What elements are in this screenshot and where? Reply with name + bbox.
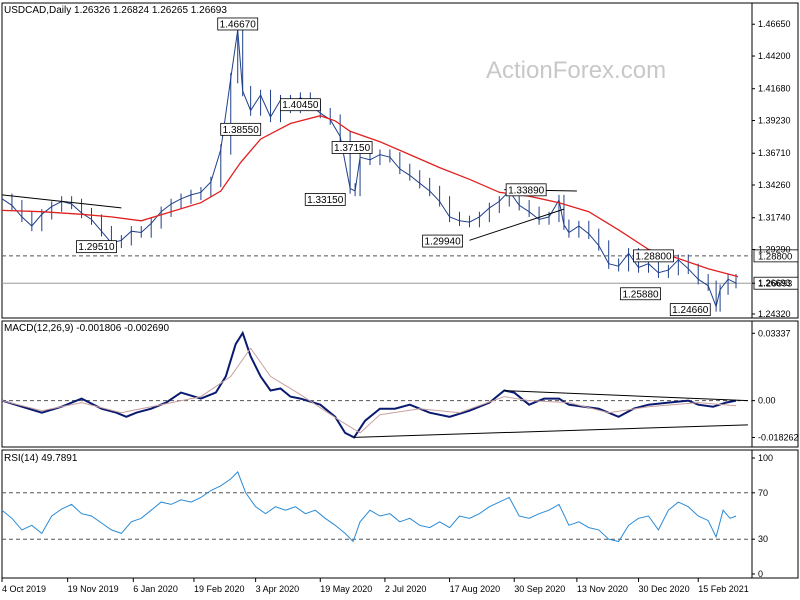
x-axis: 4 Oct 2019 19 Nov 2019 6 Jan 2020 19 Feb 20…: [1, 578, 749, 594]
price-ytick-label: 1.36710: [758, 148, 791, 158]
price-level-box: [331, 141, 373, 154]
price-axis-marker-label: 1.26693: [758, 279, 792, 290]
panel-frames: [1, 2, 799, 579]
rsi-panel: RSI(14) 49.7891 100 70 30 0: [1, 453, 773, 579]
panel-frame-rsi: [1, 449, 799, 579]
panel-frame-macd: [1, 320, 799, 448]
macd-ytick-label: 0.03337: [758, 328, 791, 338]
x-tick-label: 30 Dec 2020: [639, 584, 690, 594]
price-ytick-label: 1.41680: [758, 84, 791, 94]
x-tick-label: 6 Jan 2020: [133, 584, 178, 594]
price-level-label: 1.37150: [334, 143, 371, 154]
macd-trend-line: [504, 390, 748, 402]
price-axis-marker-label: 1.28800: [758, 251, 792, 262]
x-tick-label: 19 May 2020: [320, 584, 372, 594]
price-trend-line: [1, 194, 122, 209]
price-level-label: 1.33890: [508, 185, 545, 196]
rsi-ytick-label: 30: [758, 534, 768, 544]
price-title: USDCAD,Daily 1.26326 1.26824 1.26265 1.2…: [4, 5, 227, 16]
price-ytick-label: 1.46650: [758, 19, 791, 29]
rsi-ytick-label: 70: [758, 488, 768, 498]
price-level-box: [620, 287, 661, 301]
macd-trend-line: [354, 424, 748, 438]
price-level-label: 1.38550: [223, 125, 260, 136]
macd-title: MACD(12,26,9) -0.001806 -0.002690: [4, 323, 170, 334]
price-level-box: [217, 17, 259, 31]
price-level-label: 1.28800: [635, 251, 672, 262]
panel-frame-price: [1, 2, 799, 319]
x-tick-label: 4 Oct 2019: [2, 584, 46, 594]
price-level-box: [422, 234, 464, 248]
macd-macd-line: [1, 330, 737, 439]
x-tick-label: 3 Apr 2020: [256, 584, 300, 594]
rsi-title: RSI(14) 49.7891: [4, 453, 78, 464]
price-level-box: [669, 303, 711, 316]
price-level-box: [304, 193, 346, 206]
price-ma-line: [1, 115, 739, 278]
price-level-label: 1.29940: [425, 237, 462, 248]
price-ytick-label: 1.44200: [758, 51, 791, 61]
macd-ytick-label: -0.018262: [758, 432, 799, 442]
price-trend-line: [469, 208, 565, 241]
rsi-ytick-label: 0: [758, 569, 763, 579]
x-tick-label: 17 Aug 2020: [450, 584, 501, 594]
price-level-label: 1.33150: [307, 195, 344, 206]
price-level-box: [220, 122, 262, 136]
price-ytick-label: 1.24320: [758, 309, 791, 319]
price-level-box: [76, 240, 117, 254]
rsi-rsi-line: [1, 470, 737, 543]
price-ytick-label: 1.31740: [758, 213, 791, 223]
price-level-box: [279, 98, 321, 112]
x-tick-label: 19 Feb 2020: [194, 584, 245, 594]
price-ytick-label: 1.39230: [758, 116, 791, 126]
price-panel: 1.46670 1.40450 1.38550 1.37150 1.33150 1.295…: [1, 5, 799, 319]
price-level-box: [505, 183, 547, 197]
price-ytick-label: 1.26693: [758, 278, 791, 288]
x-tick-label: 13 Nov 2020: [577, 584, 628, 594]
x-tick-label: 19 Nov 2019: [68, 584, 119, 594]
price-level-label: 1.40450: [282, 100, 319, 111]
price-level-box: [633, 249, 674, 263]
x-tick-label: 15 Feb 2021: [698, 584, 749, 594]
macd-panel: MACD(12,26,9) -0.001806 -0.002690 0.0333…: [1, 323, 799, 442]
price-level-label: 1.29510: [78, 242, 115, 253]
price-level-label: 1.46670: [220, 19, 257, 30]
price-level-label: 1.25880: [622, 289, 659, 300]
rsi-ytick-label: 100: [758, 453, 773, 463]
price-ytick-label: 1.29290: [758, 245, 791, 255]
x-tick-label: 30 Sep 2020: [514, 584, 565, 594]
price-axis-marker: [753, 249, 799, 263]
price-level-label: 1.24660: [672, 305, 709, 316]
macd-signal-line: [1, 347, 737, 434]
macd-ytick-label: 0.00: [758, 396, 776, 406]
watermark: ActionForex.com: [486, 57, 666, 84]
price-ytick-label: 1.34260: [758, 180, 791, 190]
x-tick-label: 2 Jul 2020: [385, 584, 427, 594]
